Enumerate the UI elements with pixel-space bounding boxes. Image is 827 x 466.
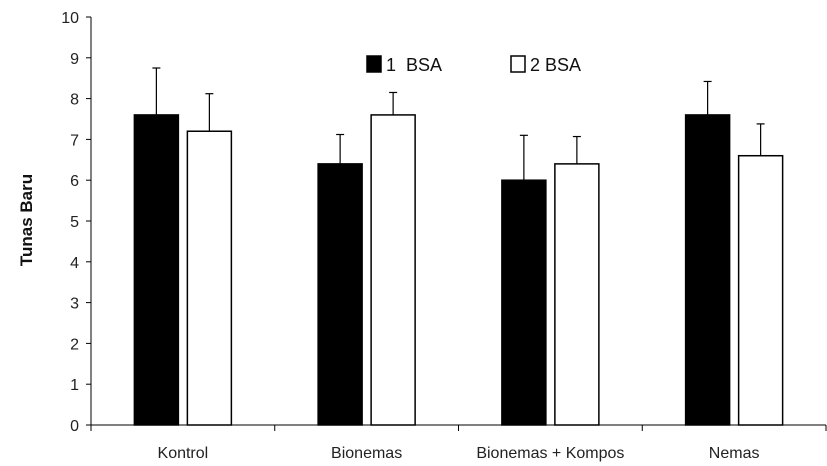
y-tick-label: 0 — [70, 418, 79, 435]
legend-label: 2 BSA — [530, 55, 581, 75]
y-tick-label: 4 — [70, 255, 79, 272]
y-tick-label: 8 — [70, 92, 79, 109]
y-tick-label: 3 — [70, 296, 79, 313]
y-tick-label: 6 — [70, 173, 79, 190]
bar-bionemas-kompos-series-1 — [501, 179, 547, 426]
bars — [133, 114, 784, 426]
legend: 1 BSA 2 BSA — [366, 55, 581, 75]
legend-swatch — [366, 55, 382, 73]
bar-bionemas-series-1 — [317, 163, 363, 426]
y-axis-title: Tunas Baru — [17, 174, 36, 266]
legend-label: 1 BSA — [386, 55, 442, 75]
y-axis-ticks: 0 1 2 3 4 5 6 7 8 9 10 — [61, 10, 91, 435]
bar-kontrol-series-1 — [133, 114, 180, 426]
y-tick-label: 7 — [70, 132, 79, 149]
y-tick-label: 10 — [61, 10, 79, 27]
bar-nemas-series-1 — [684, 114, 731, 426]
bar-kontrol-series-2 — [186, 130, 233, 426]
x-axis-ticks — [90, 425, 827, 431]
y-tick-label: 1 — [70, 377, 79, 394]
category-label: Bionemas + Kompos — [476, 445, 624, 462]
category-labels: Kontrol Bionemas Bionemas + Kompos Nemas — [158, 445, 760, 462]
category-label: Kontrol — [158, 445, 209, 462]
y-tick-label: 5 — [70, 214, 79, 231]
error-bars — [152, 67, 765, 181]
category-label: Bionemas — [331, 445, 402, 462]
bar-bionemas-kompos-series-2 — [554, 163, 600, 426]
legend-swatch — [510, 55, 526, 73]
y-tick-label: 9 — [70, 51, 79, 68]
bar-nemas-series-2 — [737, 154, 784, 426]
category-label: Nemas — [709, 445, 760, 462]
y-tick-label: 2 — [70, 336, 79, 353]
bar-bionemas-series-2 — [370, 114, 416, 426]
